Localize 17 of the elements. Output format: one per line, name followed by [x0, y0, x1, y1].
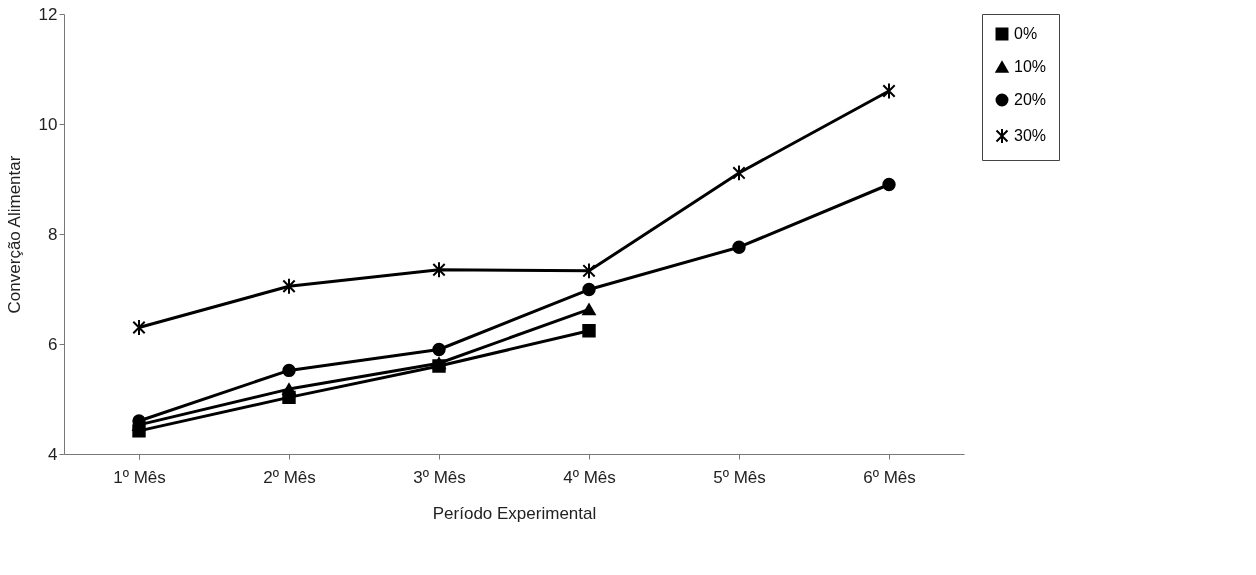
legend-label: 30% [1014, 127, 1047, 144]
x-tick-label: 3º Mês [413, 467, 466, 487]
x-tick-label: 6º Mês [863, 467, 916, 487]
y-tick-label: 4 [48, 444, 58, 464]
legend-label: 0% [1014, 25, 1038, 42]
legend-label: 20% [1014, 91, 1047, 108]
x-tick-label: 5º Mês [713, 467, 766, 487]
y-tick-label: 6 [48, 334, 58, 354]
y-tick-label: 8 [48, 224, 58, 244]
x-axis-title: Período Experimental [432, 503, 597, 523]
x-tick-label: 4º Mês [563, 467, 616, 487]
y-tick-label: 10 [38, 114, 58, 134]
x-tick-label: 1º Mês [113, 467, 166, 487]
x-tick-label: 2º Mês [263, 467, 316, 487]
legend-label: 10% [1014, 58, 1047, 75]
y-axis-title: Converção Alimentar [4, 155, 24, 314]
y-tick-label: 12 [38, 4, 58, 24]
